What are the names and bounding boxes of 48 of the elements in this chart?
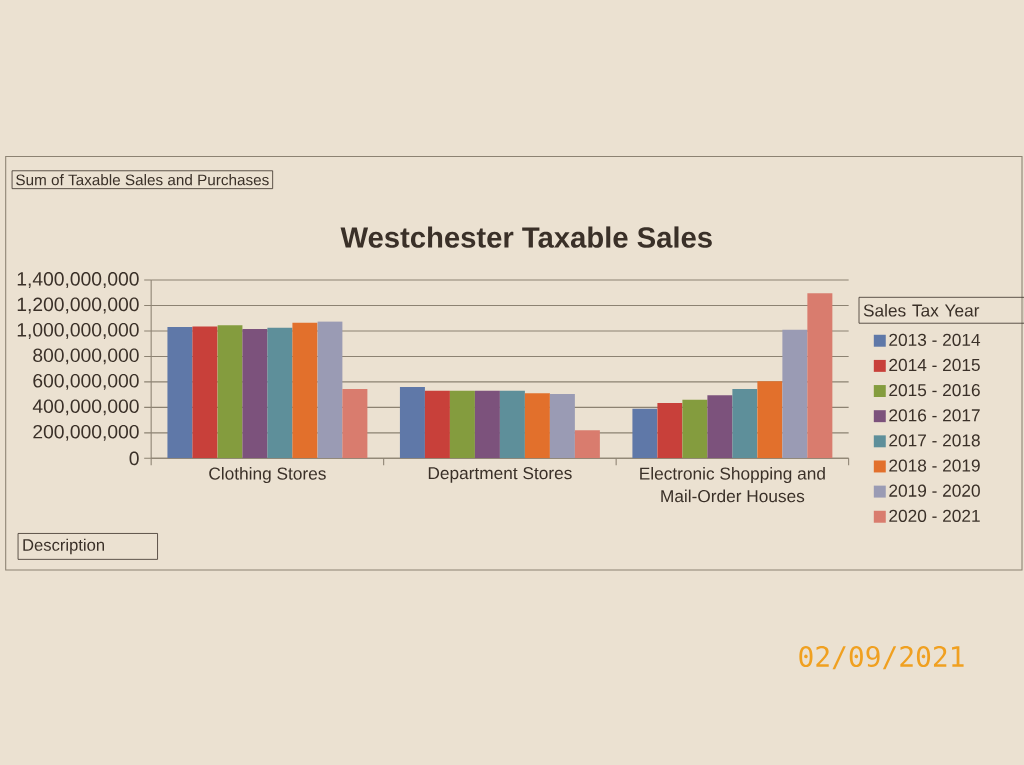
x-tick-label: Department Stores (428, 466, 572, 483)
y-tick-label: 200,000,000 (33, 424, 139, 441)
legend-label: 2020 - 2021 (889, 509, 980, 522)
y-tick-label: 1,000,000,000 (17, 322, 139, 339)
y-tick-label: 600,000,000 (33, 373, 139, 390)
bar (807, 293, 833, 459)
x-tick-label: Clothing Stores (209, 466, 326, 483)
bar (292, 322, 318, 459)
bar (499, 390, 525, 459)
bar (424, 390, 450, 459)
text: Description (23, 538, 104, 555)
legend-label: 2019 - 2020 (889, 484, 980, 497)
text: 02/09/2021 (799, 645, 964, 670)
bar (167, 327, 193, 459)
legend-label: 2014 - 2015 (889, 358, 980, 371)
y-tick-label: 400,000,000 (32, 399, 139, 416)
bar (657, 402, 683, 459)
legend-label: 2015 - 2016 (889, 383, 980, 397)
bar (474, 390, 500, 459)
text: Sum of Taxable Sales and Purchases (16, 173, 269, 186)
bar (267, 327, 293, 459)
bar (399, 386, 425, 459)
bar (574, 430, 600, 459)
bar (449, 390, 475, 459)
bar (707, 395, 733, 459)
bar (549, 393, 575, 459)
legend-label: 2013 - 2014 (889, 333, 981, 346)
x-tick-label: Electronic Shopping and Mail-Order Houses (640, 466, 825, 503)
legend-title: Sales Tax Year (863, 303, 980, 317)
legend-label: 2016 - 2017 (889, 409, 980, 422)
bar (317, 321, 343, 459)
y-tick-label: 800,000,000 (33, 348, 139, 365)
bar (217, 325, 243, 459)
legend-label: 2018 - 2019 (889, 459, 980, 472)
bar (682, 399, 708, 459)
legend-label: 2017 - 2018 (889, 434, 980, 447)
bar (242, 328, 268, 459)
chart-title: Westchester Taxable Sales (340, 226, 712, 248)
y-tick-label: 1,400,000,000 (17, 271, 139, 288)
bar (524, 393, 550, 459)
y-tick-label: 0 (129, 451, 139, 466)
bar (632, 408, 658, 459)
bar (342, 388, 368, 459)
y-tick-label: 1,200,000,000 (17, 297, 139, 314)
bar (192, 326, 218, 459)
bar (757, 381, 783, 459)
bar (732, 388, 758, 459)
bar (782, 329, 808, 459)
